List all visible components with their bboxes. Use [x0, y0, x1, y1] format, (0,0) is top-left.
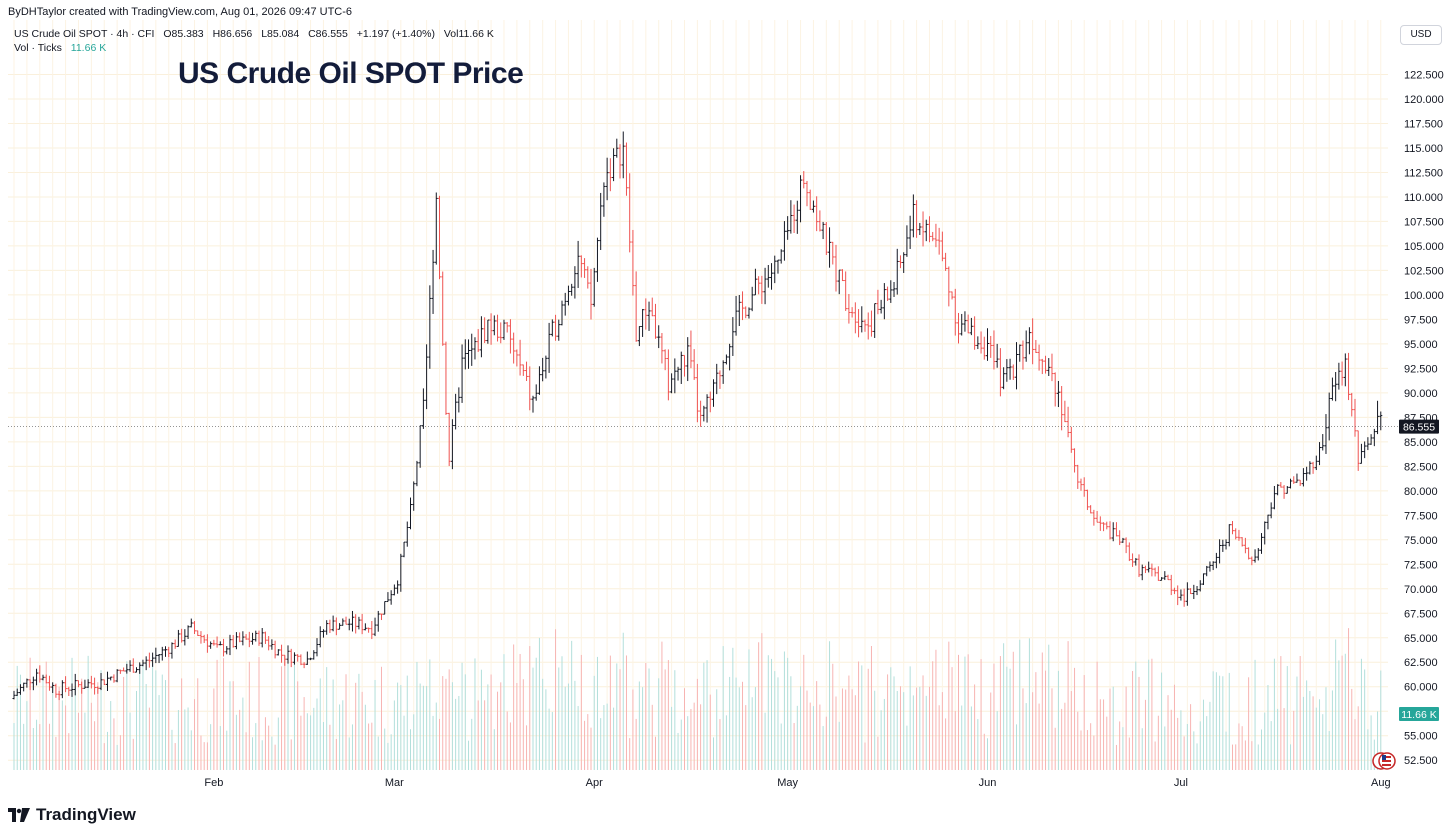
chart-grid [8, 20, 1388, 770]
y-tick-label: 112.500 [1404, 167, 1443, 179]
volume-tag-label: 11.66 K [1401, 709, 1436, 721]
last-price-label: 86.555 [1403, 422, 1435, 434]
y-tick-label: 100.000 [1404, 290, 1444, 302]
ohlc-close: C86.555 [308, 28, 348, 40]
y-tick-label: 55.000 [1404, 731, 1438, 743]
x-tick-label: Feb [204, 777, 223, 789]
tradingview-logo-icon [8, 808, 30, 822]
volume-indicator-label[interactable]: Vol · Ticks [14, 42, 62, 54]
y-tick-label: 107.500 [1404, 216, 1444, 228]
symbol-legend[interactable]: US Crude Oil SPOT · 4h · CFI O85.383 H86… [14, 27, 494, 55]
volume-bars [13, 628, 1382, 770]
y-tick-label: 122.500 [1404, 69, 1444, 81]
legend-volume: Vol11.66 K [443, 28, 494, 40]
y-tick-label: 62.500 [1404, 657, 1438, 669]
price-change: +1.197 (+1.40%) [356, 28, 435, 40]
ohlc-open: O85.383 [163, 28, 204, 40]
y-tick-label: 60.000 [1404, 682, 1438, 694]
time-axis[interactable]: Feb Mar Apr May Jun Jul Aug [204, 777, 1390, 789]
volume-indicator-value: 11.66 K [70, 42, 107, 54]
ohlc-high: H86.656 [212, 28, 253, 40]
y-tick-label: 77.500 [1404, 510, 1438, 522]
tradingview-logo[interactable]: TradingView [8, 805, 136, 825]
currency-button[interactable]: USD [1400, 25, 1442, 45]
y-tick-label: 115.000 [1404, 143, 1443, 155]
price-axis[interactable]: 52.50055.00057.50060.00062.50065.00067.5… [1404, 69, 1444, 767]
y-tick-label: 75.000 [1404, 535, 1438, 547]
x-tick-label: Jul [1174, 777, 1188, 789]
x-tick-label: Jun [979, 777, 997, 789]
last-price-tag-bg [1399, 419, 1439, 434]
y-tick-label: 92.500 [1404, 363, 1438, 375]
y-tick-label: 105.000 [1404, 241, 1444, 253]
y-tick-label: 67.500 [1404, 608, 1438, 620]
x-tick-label: May [777, 777, 798, 789]
x-tick-label: Apr [586, 777, 603, 789]
tradingview-brand-text: TradingView [36, 805, 136, 824]
y-tick-label: 97.500 [1404, 314, 1438, 326]
y-tick-label: 95.000 [1404, 339, 1438, 351]
y-tick-label: 72.500 [1404, 559, 1438, 571]
y-tick-label: 117.500 [1404, 118, 1443, 130]
ohlc-low: L85.084 [261, 28, 300, 40]
y-tick-label: 110.000 [1404, 192, 1443, 204]
symbol-name[interactable]: US Crude Oil SPOT · 4h · CFI [14, 28, 155, 40]
x-tick-label: Mar [385, 777, 404, 789]
attribution-text: ByDHTaylor created with TradingView.com,… [8, 6, 353, 18]
y-tick-label: 120.000 [1404, 94, 1444, 106]
y-tick-label: 80.000 [1404, 486, 1438, 498]
ohlc-bars [12, 131, 1383, 701]
chart-title: US Crude Oil SPOT Price [178, 57, 524, 90]
y-tick-label: 70.000 [1404, 584, 1438, 596]
y-tick-label: 90.000 [1404, 388, 1438, 400]
y-tick-label: 52.500 [1404, 755, 1438, 767]
volume-tag-bg [1399, 707, 1439, 721]
volume-value-tag: 11.66 K [1399, 707, 1439, 721]
y-tick-label: 65.000 [1404, 633, 1438, 645]
us-flag-icon[interactable] [1372, 752, 1396, 770]
y-tick-label: 82.500 [1404, 461, 1438, 473]
x-tick-label: Aug [1371, 777, 1391, 789]
last-price-tag: 86.555 [1399, 419, 1439, 434]
y-tick-label: 85.000 [1404, 437, 1438, 449]
y-tick-label: 102.500 [1404, 265, 1444, 277]
